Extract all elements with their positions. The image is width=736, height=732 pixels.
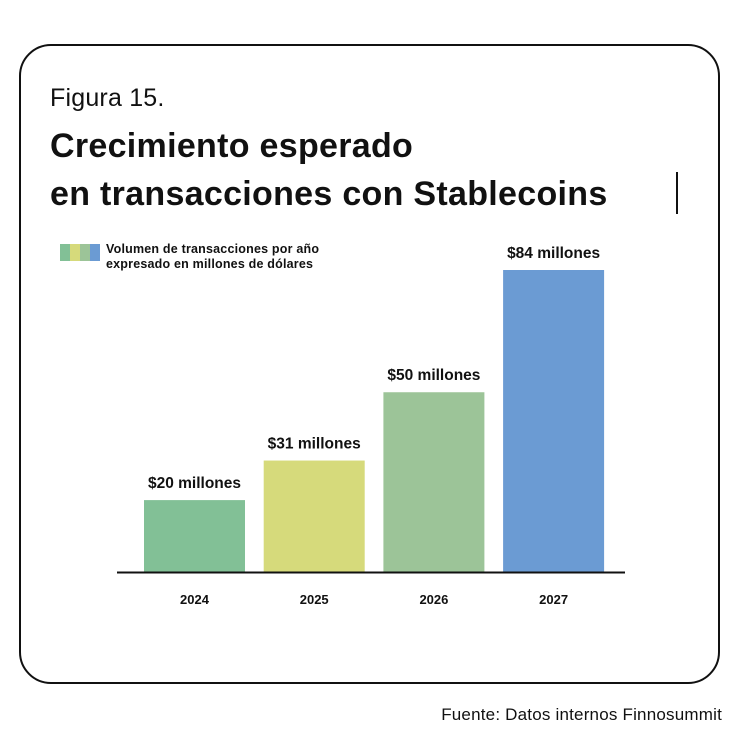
data-label-2027: $84 millones xyxy=(507,245,600,262)
bar-2026 xyxy=(383,392,485,572)
figure-label: Figura 15. xyxy=(50,84,165,112)
x-tick-label-2025: 2025 xyxy=(300,592,329,607)
legend-swatch-2025 xyxy=(70,244,80,261)
legend-text: Volumen de transacciones por año expresa… xyxy=(106,242,319,272)
chart-legend: Volumen de transacciones por año expresa… xyxy=(60,242,319,272)
x-tick-label-2024: 2024 xyxy=(180,592,210,607)
legend-swatch-2026 xyxy=(80,244,90,261)
x-tick-label-2027: 2027 xyxy=(539,592,568,607)
legend-swatch xyxy=(60,244,100,261)
x-tick-label-2026: 2026 xyxy=(419,592,448,607)
bar-2024 xyxy=(144,500,245,572)
legend-line-2: expresado en millones de dólares xyxy=(106,257,314,271)
source-note: Fuente: Datos internos Finnosummit xyxy=(441,705,722,724)
title-line-1: Crecimiento esperado xyxy=(50,127,414,165)
title-line-2: en transacciones con Stablecoins xyxy=(50,175,608,213)
legend-line-1: Volumen de transacciones por año xyxy=(106,242,320,256)
data-label-2025: $31 millones xyxy=(268,436,361,453)
legend-swatch-2027 xyxy=(90,244,100,261)
bar-2025 xyxy=(263,460,365,572)
data-label-2026: $50 millones xyxy=(387,367,480,384)
bar-2027 xyxy=(503,270,605,572)
legend-swatch-2024 xyxy=(60,244,70,261)
text-cursor xyxy=(676,172,678,214)
data-label-2024: $20 millones xyxy=(148,475,241,492)
figure-title: Crecimiento esperado en transacciones co… xyxy=(50,122,608,218)
